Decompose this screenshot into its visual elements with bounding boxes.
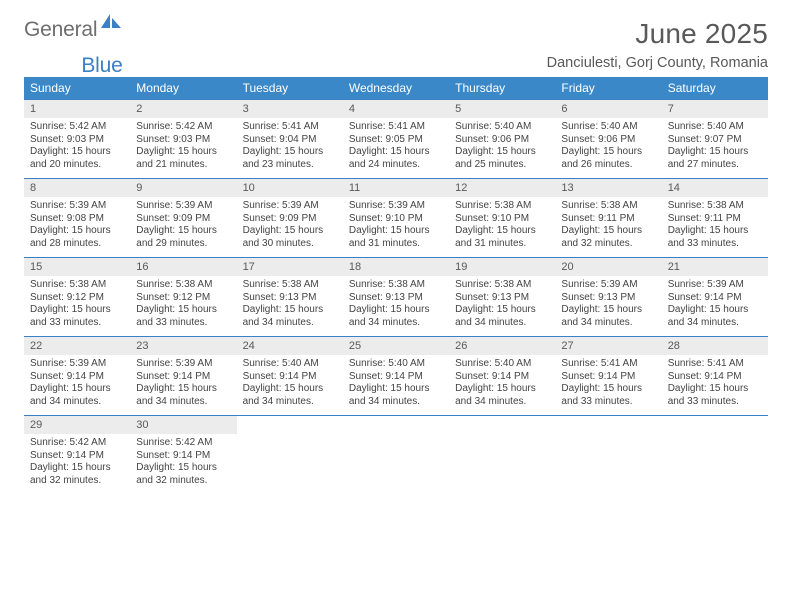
day-detail-cell: Sunrise: 5:40 AMSunset: 9:14 PMDaylight:… bbox=[343, 355, 449, 416]
day-number-cell: 9 bbox=[130, 179, 236, 198]
title-block: June 2025 Danciulesti, Gorj County, Roma… bbox=[547, 18, 768, 71]
calendar-page: General Blue June 2025 Danciulesti, Gorj… bbox=[0, 0, 792, 494]
weekday-header: Sunday bbox=[24, 77, 130, 100]
day-detail-cell: Sunrise: 5:39 AMSunset: 9:14 PMDaylight:… bbox=[130, 355, 236, 416]
calendar-table: Sunday Monday Tuesday Wednesday Thursday… bbox=[24, 77, 768, 494]
weekday-header: Monday bbox=[130, 77, 236, 100]
day-detail-cell: Sunrise: 5:40 AMSunset: 9:06 PMDaylight:… bbox=[449, 118, 555, 179]
weekday-header: Wednesday bbox=[343, 77, 449, 100]
day-number-cell: 30 bbox=[130, 416, 236, 435]
day-number-cell: 24 bbox=[237, 337, 343, 356]
day-number-cell: 13 bbox=[555, 179, 661, 198]
day-number-cell: 25 bbox=[343, 337, 449, 356]
day-number-row: 15161718192021 bbox=[24, 258, 768, 277]
day-number-row: 1234567 bbox=[24, 100, 768, 119]
day-number-cell: 20 bbox=[555, 258, 661, 277]
day-number-row: 2930 bbox=[24, 416, 768, 435]
day-detail-cell: Sunrise: 5:41 AMSunset: 9:14 PMDaylight:… bbox=[555, 355, 661, 416]
day-detail-cell: Sunrise: 5:38 AMSunset: 9:11 PMDaylight:… bbox=[555, 197, 661, 258]
day-number-cell: 17 bbox=[237, 258, 343, 277]
day-detail-cell: Sunrise: 5:41 AMSunset: 9:05 PMDaylight:… bbox=[343, 118, 449, 179]
day-number-cell bbox=[237, 416, 343, 435]
day-detail-cell: Sunrise: 5:42 AMSunset: 9:03 PMDaylight:… bbox=[24, 118, 130, 179]
day-detail-cell: Sunrise: 5:38 AMSunset: 9:12 PMDaylight:… bbox=[24, 276, 130, 337]
day-number-row: 891011121314 bbox=[24, 179, 768, 198]
day-number-cell: 3 bbox=[237, 100, 343, 119]
day-number-cell: 28 bbox=[662, 337, 768, 356]
day-detail-row: Sunrise: 5:42 AMSunset: 9:14 PMDaylight:… bbox=[24, 434, 768, 494]
page-title: June 2025 bbox=[547, 18, 768, 50]
page-header: General Blue June 2025 Danciulesti, Gorj… bbox=[24, 18, 768, 71]
day-detail-cell: Sunrise: 5:42 AMSunset: 9:14 PMDaylight:… bbox=[24, 434, 130, 494]
day-detail-cell bbox=[662, 434, 768, 494]
day-number-cell: 16 bbox=[130, 258, 236, 277]
day-detail-cell: Sunrise: 5:39 AMSunset: 9:08 PMDaylight:… bbox=[24, 197, 130, 258]
day-number-cell: 29 bbox=[24, 416, 130, 435]
day-detail-cell: Sunrise: 5:38 AMSunset: 9:10 PMDaylight:… bbox=[449, 197, 555, 258]
day-detail-cell bbox=[343, 434, 449, 494]
day-number-cell: 27 bbox=[555, 337, 661, 356]
day-number-cell: 8 bbox=[24, 179, 130, 198]
day-detail-cell: Sunrise: 5:39 AMSunset: 9:14 PMDaylight:… bbox=[24, 355, 130, 416]
day-number-cell: 4 bbox=[343, 100, 449, 119]
day-number-cell bbox=[449, 416, 555, 435]
day-detail-cell bbox=[449, 434, 555, 494]
weekday-header-row: Sunday Monday Tuesday Wednesday Thursday… bbox=[24, 77, 768, 100]
day-detail-cell: Sunrise: 5:39 AMSunset: 9:14 PMDaylight:… bbox=[662, 276, 768, 337]
day-detail-cell: Sunrise: 5:39 AMSunset: 9:09 PMDaylight:… bbox=[130, 197, 236, 258]
day-number-cell: 5 bbox=[449, 100, 555, 119]
day-number-cell: 26 bbox=[449, 337, 555, 356]
day-number-cell: 2 bbox=[130, 100, 236, 119]
day-detail-cell: Sunrise: 5:40 AMSunset: 9:14 PMDaylight:… bbox=[237, 355, 343, 416]
day-detail-cell: Sunrise: 5:40 AMSunset: 9:07 PMDaylight:… bbox=[662, 118, 768, 179]
day-number-cell: 12 bbox=[449, 179, 555, 198]
day-detail-cell: Sunrise: 5:41 AMSunset: 9:14 PMDaylight:… bbox=[662, 355, 768, 416]
weekday-header: Thursday bbox=[449, 77, 555, 100]
day-detail-cell: Sunrise: 5:38 AMSunset: 9:13 PMDaylight:… bbox=[449, 276, 555, 337]
location-text: Danciulesti, Gorj County, Romania bbox=[547, 55, 768, 71]
day-detail-cell: Sunrise: 5:38 AMSunset: 9:13 PMDaylight:… bbox=[237, 276, 343, 337]
day-detail-cell: Sunrise: 5:38 AMSunset: 9:12 PMDaylight:… bbox=[130, 276, 236, 337]
day-number-row: 22232425262728 bbox=[24, 337, 768, 356]
day-number-cell bbox=[343, 416, 449, 435]
day-number-cell: 15 bbox=[24, 258, 130, 277]
weekday-header: Tuesday bbox=[237, 77, 343, 100]
day-number-cell bbox=[555, 416, 661, 435]
weekday-header: Friday bbox=[555, 77, 661, 100]
logo: General Blue bbox=[24, 18, 123, 42]
day-detail-cell: Sunrise: 5:41 AMSunset: 9:04 PMDaylight:… bbox=[237, 118, 343, 179]
day-number-cell: 7 bbox=[662, 100, 768, 119]
day-number-cell bbox=[662, 416, 768, 435]
weekday-header: Saturday bbox=[662, 77, 768, 100]
day-detail-row: Sunrise: 5:39 AMSunset: 9:14 PMDaylight:… bbox=[24, 355, 768, 416]
logo-text-part2: Blue bbox=[81, 54, 122, 78]
day-number-cell: 21 bbox=[662, 258, 768, 277]
logo-text-part1: General bbox=[24, 18, 97, 42]
day-detail-cell: Sunrise: 5:42 AMSunset: 9:03 PMDaylight:… bbox=[130, 118, 236, 179]
day-detail-cell: Sunrise: 5:39 AMSunset: 9:13 PMDaylight:… bbox=[555, 276, 661, 337]
day-number-cell: 11 bbox=[343, 179, 449, 198]
day-detail-cell: Sunrise: 5:38 AMSunset: 9:11 PMDaylight:… bbox=[662, 197, 768, 258]
day-number-cell: 6 bbox=[555, 100, 661, 119]
day-detail-row: Sunrise: 5:39 AMSunset: 9:08 PMDaylight:… bbox=[24, 197, 768, 258]
day-detail-cell bbox=[237, 434, 343, 494]
day-detail-row: Sunrise: 5:42 AMSunset: 9:03 PMDaylight:… bbox=[24, 118, 768, 179]
day-detail-row: Sunrise: 5:38 AMSunset: 9:12 PMDaylight:… bbox=[24, 276, 768, 337]
day-number-cell: 10 bbox=[237, 179, 343, 198]
day-number-cell: 22 bbox=[24, 337, 130, 356]
day-detail-cell: Sunrise: 5:42 AMSunset: 9:14 PMDaylight:… bbox=[130, 434, 236, 494]
logo-sail-icon bbox=[101, 13, 121, 34]
day-number-cell: 1 bbox=[24, 100, 130, 119]
day-detail-cell: Sunrise: 5:39 AMSunset: 9:10 PMDaylight:… bbox=[343, 197, 449, 258]
day-detail-cell: Sunrise: 5:39 AMSunset: 9:09 PMDaylight:… bbox=[237, 197, 343, 258]
day-detail-cell: Sunrise: 5:40 AMSunset: 9:06 PMDaylight:… bbox=[555, 118, 661, 179]
day-detail-cell bbox=[555, 434, 661, 494]
day-number-cell: 14 bbox=[662, 179, 768, 198]
day-number-cell: 18 bbox=[343, 258, 449, 277]
day-detail-cell: Sunrise: 5:40 AMSunset: 9:14 PMDaylight:… bbox=[449, 355, 555, 416]
day-number-cell: 19 bbox=[449, 258, 555, 277]
day-number-cell: 23 bbox=[130, 337, 236, 356]
day-detail-cell: Sunrise: 5:38 AMSunset: 9:13 PMDaylight:… bbox=[343, 276, 449, 337]
